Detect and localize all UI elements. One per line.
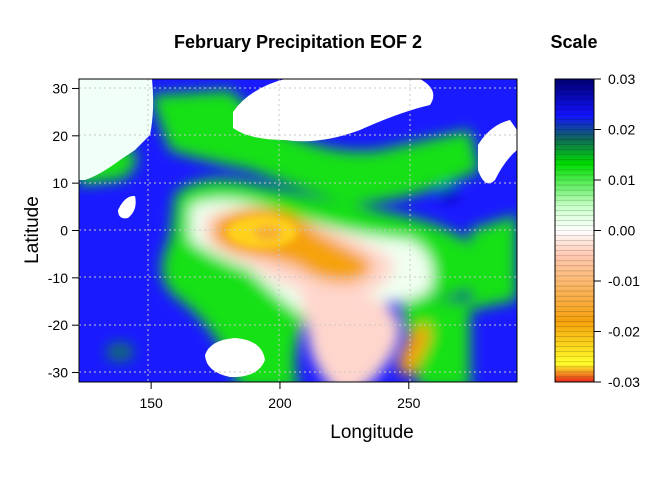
core-center bbox=[254, 225, 282, 241]
colorbar-bands bbox=[555, 83, 594, 378]
colorbar-axis: 0.03 0.02 0.01 0.00 -0.01 -0.02 -0.03 bbox=[594, 71, 640, 390]
colorbar-tick-label: 0.02 bbox=[608, 122, 635, 138]
green-belt-east bbox=[470, 215, 517, 310]
grid-lines bbox=[79, 79, 517, 382]
land-mask bbox=[79, 79, 517, 378]
y-tick-label: 30 bbox=[52, 80, 68, 96]
colorbar-tick-label: -0.03 bbox=[608, 374, 640, 390]
x-tick-label: 150 bbox=[139, 395, 163, 411]
y-tick-label: -20 bbox=[48, 317, 68, 333]
x-axis: 150 200 250 bbox=[139, 382, 421, 411]
green-belt-north bbox=[150, 90, 480, 205]
colorbar-tick-label: 0.03 bbox=[608, 71, 635, 87]
x-tick-label: 250 bbox=[397, 395, 421, 411]
y-tick-label: 10 bbox=[52, 175, 68, 191]
y-tick-label: 0 bbox=[60, 223, 68, 239]
colorbar-title: Scale bbox=[550, 32, 597, 52]
land-northeast bbox=[478, 120, 517, 184]
y-tick-label: -30 bbox=[48, 365, 68, 381]
colorbar-tick-label: 0.01 bbox=[608, 172, 635, 188]
x-tick-label: 200 bbox=[268, 395, 292, 411]
dark-patch-northeast bbox=[438, 185, 458, 201]
colorbar-tick-label: -0.02 bbox=[608, 324, 640, 340]
y-axis: 30 20 10 0 -10 -20 -30 bbox=[48, 80, 79, 381]
orange-streak-south bbox=[398, 323, 430, 377]
heatmap-field bbox=[79, 79, 517, 382]
dark-patch-southwest bbox=[106, 342, 134, 362]
chart-title: February Precipitation EOF 2 bbox=[174, 32, 422, 52]
field-core-layer bbox=[227, 216, 297, 248]
y-tick-label: 20 bbox=[52, 128, 68, 144]
x-axis-title: Longitude bbox=[330, 422, 413, 443]
land-southwest bbox=[205, 338, 265, 378]
colorbar-fill bbox=[555, 79, 594, 382]
colorbar-tick-label: 0.00 bbox=[608, 223, 635, 239]
land-north-center bbox=[233, 79, 434, 142]
land-northwest bbox=[79, 79, 154, 180]
land-island-west bbox=[118, 195, 136, 219]
y-axis-title: Latitude bbox=[22, 196, 43, 264]
colorbar-tick-label: -0.01 bbox=[608, 273, 640, 289]
pink-plume-south bbox=[300, 288, 400, 382]
y-tick-label: -10 bbox=[48, 270, 68, 286]
